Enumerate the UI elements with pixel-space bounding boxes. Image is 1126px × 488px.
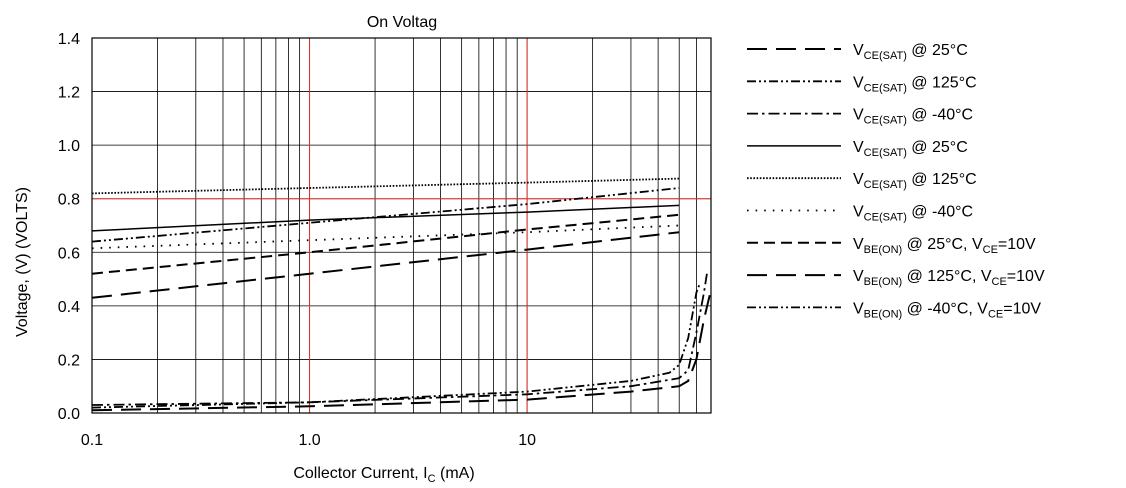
series-line-3 xyxy=(91,273,708,406)
legend: VCE(SAT) @ 25°C VCE(SAT) @ 125°C VCE(SAT) … xyxy=(747,42,1045,320)
highlight-gridlines xyxy=(92,38,711,413)
y-tick-label: 0.4 xyxy=(58,299,80,316)
legend-label-4: VCE(SAT) @ 25°C xyxy=(853,139,968,159)
legend-label-5: VCE(SAT) @ 125°C xyxy=(853,171,977,191)
series-layer xyxy=(91,177,712,412)
y-tick-label: 0.0 xyxy=(58,406,80,423)
series-line-2 xyxy=(91,284,701,409)
legend-label-9: VBE(ON) @ -40°C, VCE=10V xyxy=(853,300,1041,320)
legend-label-8: VBE(ON) @ 125°C, VCE=10V xyxy=(853,268,1045,288)
x-axis-title: Collector Current, IC (mA) xyxy=(293,465,474,485)
x-tick-label: 1.0 xyxy=(298,432,320,449)
y-tick-label: 1.2 xyxy=(58,85,80,102)
legend-label-1: VCE(SAT) @ 25°C xyxy=(853,42,968,62)
x-tick-labels: 0.1 1.0 10 xyxy=(81,432,536,449)
series-line-1 xyxy=(91,289,712,412)
x-tick-label: 10 xyxy=(518,432,536,449)
gridlines xyxy=(92,38,712,413)
y-tick-label: 0.2 xyxy=(58,352,80,369)
y-tick-label: 0.6 xyxy=(58,245,80,262)
legend-label-6: VCE(SAT) @ -40°C xyxy=(853,204,973,224)
series-line-8 xyxy=(91,231,680,299)
series-line-4 xyxy=(91,204,680,232)
x-tick-label: 0.1 xyxy=(81,432,103,449)
legend-label-2: VCE(SAT) @ 125°C xyxy=(853,74,977,94)
legend-label-3: VCE(SAT) @ -40°C xyxy=(853,107,973,127)
y-tick-label: 1.4 xyxy=(58,31,80,48)
series-line-7 xyxy=(91,213,680,275)
y-tick-labels: 0.0 0.2 0.4 0.6 0.8 1.0 1.2 1.4 xyxy=(58,31,80,423)
y-tick-label: 1.0 xyxy=(58,138,80,155)
legend-label-7: VBE(ON) @ 25°C, VCE=10V xyxy=(853,236,1036,256)
series-line-5 xyxy=(91,177,680,195)
chart-title: On Voltag xyxy=(367,14,437,31)
y-tick-label: 0.8 xyxy=(58,192,80,209)
y-axis-title: Voltage, (V) (VOLTS) xyxy=(14,187,31,337)
plot-frame xyxy=(91,37,712,414)
series-line-9 xyxy=(91,187,680,243)
x-axis-title-sub: C xyxy=(428,473,436,485)
x-axis-title-main: Collector Current, I xyxy=(293,465,427,482)
x-axis-title-tail: (mA) xyxy=(436,465,475,482)
